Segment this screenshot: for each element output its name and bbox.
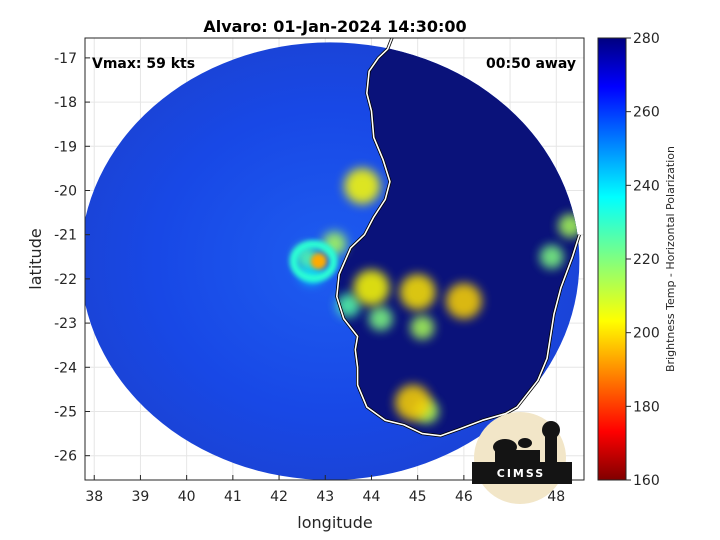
vmax-annotation: Vmax: 59 kts xyxy=(92,56,195,72)
y-axis-label: latitude xyxy=(26,228,45,289)
y-tick-label: -19 xyxy=(54,139,77,155)
y-tick-label: -18 xyxy=(54,95,77,111)
chart-title: Alvaro: 01-Jan-2024 14:30:00 xyxy=(203,17,466,36)
x-axis-label: longitude xyxy=(297,513,372,532)
cimss-logo: CIMSS xyxy=(472,412,572,504)
x-tick-label: 45 xyxy=(409,489,427,505)
x-tick-label: 40 xyxy=(178,489,196,505)
feature-blob xyxy=(539,244,564,269)
feature-blob xyxy=(353,269,390,306)
eye xyxy=(310,253,327,270)
feature-blob xyxy=(445,282,482,319)
colorbar-tick-label: 280 xyxy=(633,31,660,47)
time-away-annotation: 00:50 away xyxy=(486,56,576,72)
water-tower-icon xyxy=(542,421,560,439)
y-ticks: -17 -18 -19 -20 -21 -22 -23 -24 -25 -26 xyxy=(54,51,90,465)
y-tick-label: -20 xyxy=(54,183,77,199)
x-tick-label: 41 xyxy=(224,489,242,505)
feature-blob xyxy=(395,384,432,421)
y-tick-label: -26 xyxy=(54,449,77,465)
colorbar-tick-label: 240 xyxy=(633,178,660,194)
y-tick-label: -23 xyxy=(54,316,77,332)
features-layer xyxy=(289,168,580,424)
colorbar-tick-label: 220 xyxy=(633,252,660,268)
feature-blob xyxy=(410,315,435,340)
eyewall-ring xyxy=(289,240,338,283)
colorbar: 160 180 200 220 240 260 280 Brightness Temp - … xyxy=(597,31,677,489)
y-tick-label: -22 xyxy=(54,272,77,288)
logo-band xyxy=(472,462,572,484)
feature-blob xyxy=(399,274,436,311)
colorbar-tick-label: 180 xyxy=(633,399,660,415)
y-tick-label: -25 xyxy=(54,404,77,420)
colorbar-gradient xyxy=(597,37,627,481)
plot-frame xyxy=(84,37,585,481)
colorbar-tick-label: 160 xyxy=(633,473,660,489)
feature-blob xyxy=(344,168,381,205)
y-tick-label: -24 xyxy=(54,360,77,376)
colorbar-label: Brightness Temp - Horizontal Polarizatio… xyxy=(664,146,677,372)
x-tick-label: 46 xyxy=(455,489,473,505)
colorbar-tick-label: 260 xyxy=(633,105,660,121)
y-tick-label: -21 xyxy=(54,228,77,244)
y-tick-label: -17 xyxy=(54,51,77,67)
feature-blob xyxy=(368,306,393,331)
plot-area: 3839404142434445464748 -17-18-19-20-21-2… xyxy=(54,37,585,505)
x-tick-label: 39 xyxy=(132,489,150,505)
colorbar-tick-label: 200 xyxy=(633,326,660,342)
coastline xyxy=(336,38,581,437)
x-tick-label: 44 xyxy=(363,489,381,505)
x-tick-label: 43 xyxy=(316,489,334,505)
colorbar-ticks: 160 180 200 220 240 260 280 xyxy=(626,31,660,489)
x-tick-label: 38 xyxy=(85,489,103,505)
coastline-layer xyxy=(335,38,581,438)
x-tick-label: 42 xyxy=(270,489,288,505)
logo-text: CIMSS xyxy=(497,467,545,480)
x-tick-label: 48 xyxy=(547,489,565,505)
